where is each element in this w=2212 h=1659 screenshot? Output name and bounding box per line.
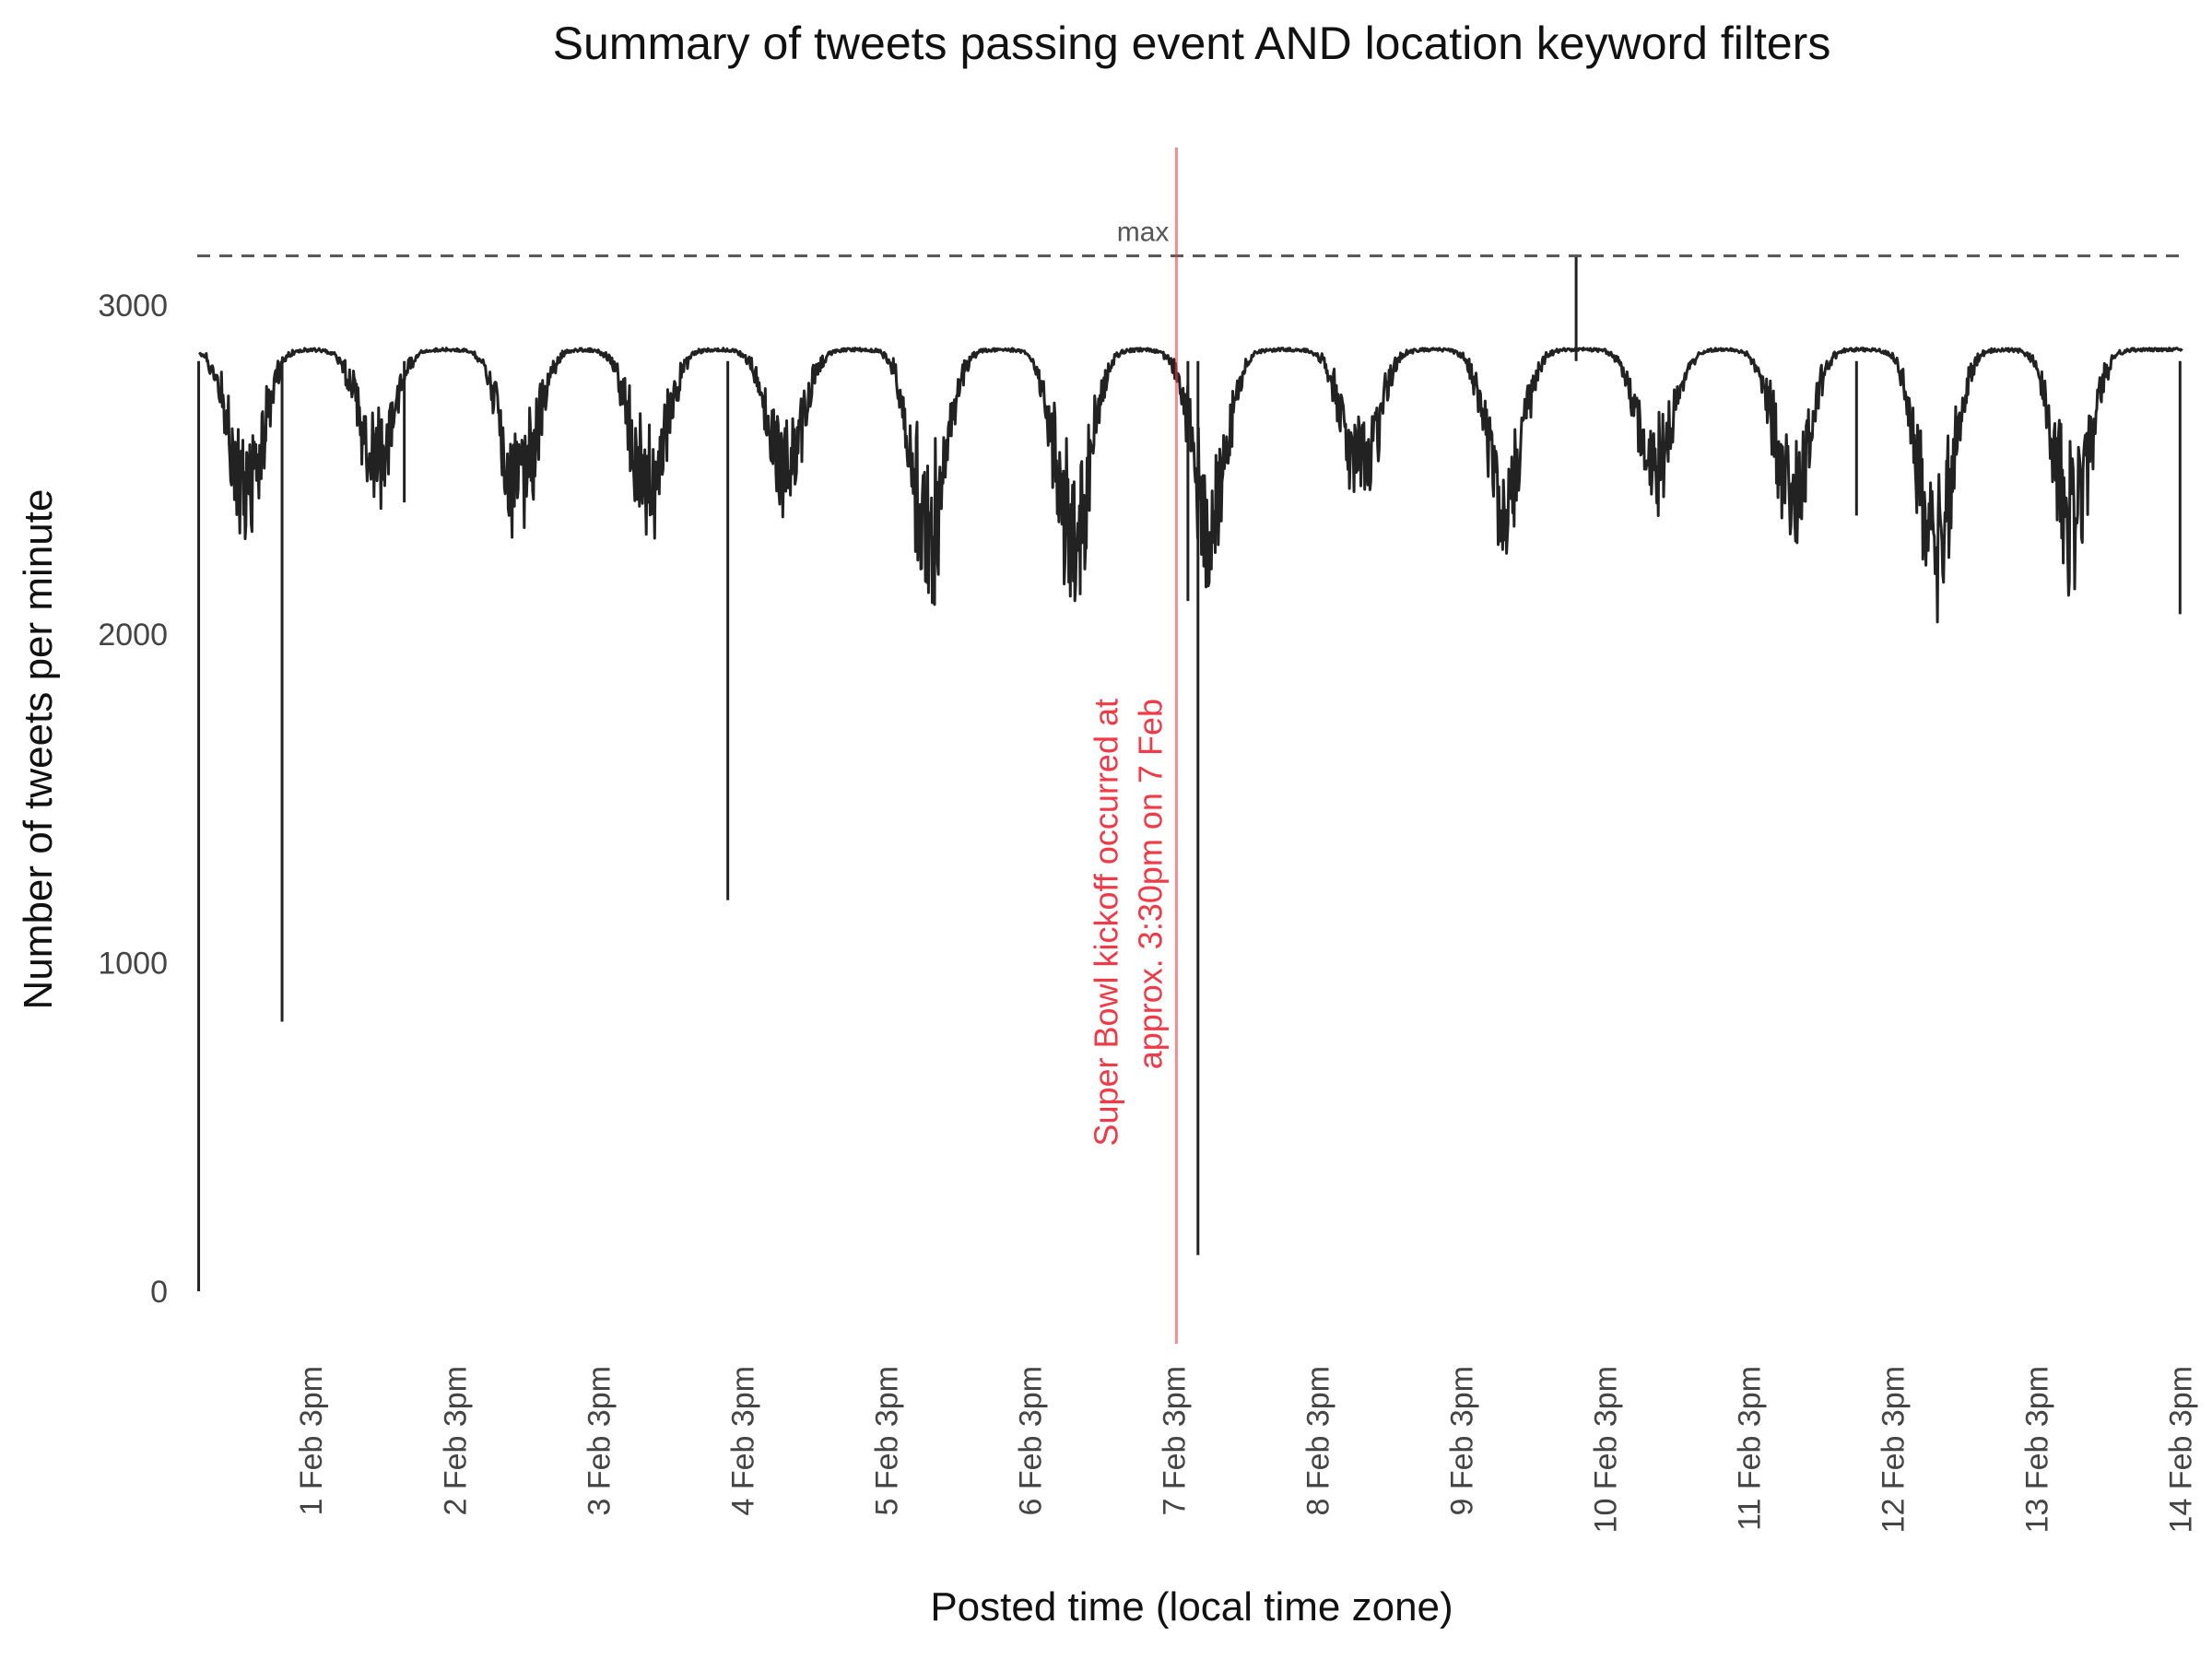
x-tick-label: 1 Feb 3pm (294, 1366, 329, 1516)
x-tick-label: 4 Feb 3pm (725, 1366, 760, 1516)
series-line (197, 255, 2183, 1291)
y-tick-label: 0 (150, 1275, 168, 1310)
x-tick-label: 2 Feb 3pm (438, 1366, 473, 1516)
y-tick-label: 1000 (98, 946, 168, 981)
kickoff-annotation-line1: Super Bowl kickoff occurred at (1087, 699, 1124, 1147)
x-tick-label: 9 Feb 3pm (1444, 1366, 1479, 1516)
x-tick-label: 6 Feb 3pm (1013, 1366, 1048, 1516)
x-axis: 1 Feb 3pm 2 Feb 3pm 3 Feb 3pm 4 Feb 3pm 5 Fe… (294, 1366, 2198, 1533)
x-tick-label: 13 Feb 3pm (2019, 1366, 2054, 1533)
x-axis-title: Posted time (local time zone) (930, 1584, 1453, 1630)
series-path (198, 347, 2183, 624)
y-axis: 0 1000 2000 3000 (98, 288, 168, 1310)
kickoff-annotation-line2: approx. 3:30pm on 7 Feb (1131, 699, 1169, 1069)
x-tick-label: 7 Feb 3pm (1157, 1366, 1192, 1516)
x-tick-label: 11 Feb 3pm (1732, 1366, 1767, 1531)
chart-title: Summary of tweets passing event AND loca… (553, 18, 1831, 69)
max-label: max (1117, 218, 1170, 248)
x-tick-label: 14 Feb 3pm (2163, 1366, 2198, 1533)
x-tick-label: 8 Feb 3pm (1300, 1366, 1335, 1516)
x-tick-label: 5 Feb 3pm (869, 1366, 904, 1516)
x-tick-label: 3 Feb 3pm (582, 1366, 617, 1516)
y-axis-title: Number of tweets per minute (16, 489, 61, 1010)
kickoff-annotation: Super Bowl kickoff occurred at approx. 3… (1087, 699, 1169, 1147)
y-tick-label: 2000 (98, 618, 168, 653)
y-tick-label: 3000 (98, 288, 168, 324)
x-tick-label: 10 Feb 3pm (1588, 1366, 1623, 1533)
x-tick-label: 12 Feb 3pm (1876, 1366, 1911, 1533)
